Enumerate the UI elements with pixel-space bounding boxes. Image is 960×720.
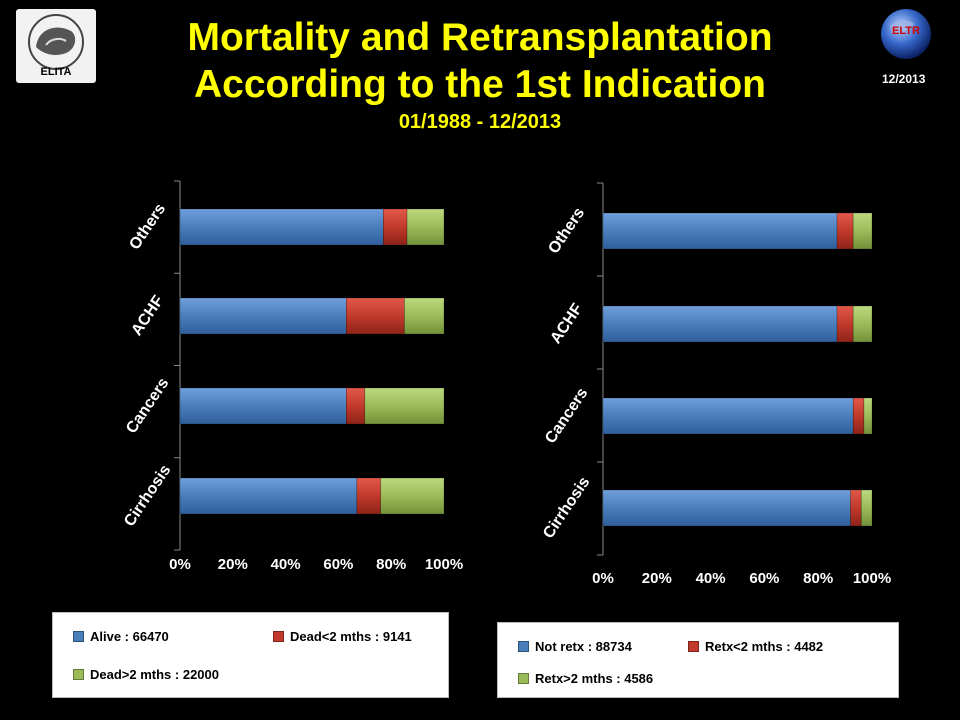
page-subtitle: 01/1988 - 12/2013: [398, 111, 562, 133]
legend-swatch-blue: [518, 641, 529, 652]
elita-logo: ELITA: [16, 9, 96, 83]
x-tick-label: 40%: [696, 570, 726, 587]
bar-segment-cirrhosis-s0: [179, 477, 358, 515]
x-tick-label: 0%: [169, 556, 191, 573]
legend-swatch-red: [273, 631, 284, 642]
x-tick-label: 60%: [323, 556, 353, 573]
legend-label: Dead>2 mths : 22000: [90, 667, 219, 682]
legend-swatch-green: [73, 669, 84, 680]
legend-item-not-retx: Not retx : 88734: [518, 639, 632, 654]
elita-logo-text: ELITA: [40, 66, 72, 78]
legend-swatch-green: [518, 673, 529, 684]
bar-segment-cancers-s2: [364, 387, 445, 425]
legend-item-dead-early: Dead<2 mths : 9141: [273, 629, 412, 644]
bar-segment-achf-s0: [602, 305, 838, 343]
bar-segment-others-s1: [836, 212, 854, 250]
legend-swatch-blue: [73, 631, 84, 642]
x-tick-label: 100%: [853, 570, 891, 587]
legend-item-retx-early: Retx<2 mths : 4482: [688, 639, 823, 654]
bar-segment-cancers-s1: [852, 397, 865, 435]
x-tick-label: 80%: [803, 570, 833, 587]
x-tick-label: 40%: [271, 556, 301, 573]
bar-segment-cirrhosis-s1: [850, 489, 862, 527]
legend-label: Alive : 66470: [90, 629, 169, 644]
bar-segment-cirrhosis-s2: [860, 489, 873, 527]
category-label-cancers: Cancers: [542, 385, 591, 447]
bar-segment-cirrhosis-s2: [380, 477, 445, 515]
bar-segment-cancers-s2: [863, 397, 873, 435]
bar-segment-achf-s2: [404, 297, 445, 335]
x-tick-label: 100%: [425, 556, 463, 573]
legend-label: Dead<2 mths : 9141: [290, 629, 412, 644]
eltr-logo-text: ELTR: [892, 25, 920, 37]
legend-label: Retx<2 mths : 4482: [705, 639, 824, 654]
bar-segment-cancers-s0: [602, 397, 854, 435]
mortality-legend: Alive : 66470 Dead<2 mths : 9141 Dead>2 …: [52, 612, 449, 698]
date-label: 12/2013: [882, 72, 926, 86]
legend-item-alive: Alive : 66470: [73, 629, 169, 644]
legend-label: Retx>2 mths : 4586: [535, 671, 654, 686]
x-tick-label: 60%: [749, 570, 779, 587]
bar-segment-others-s2: [406, 208, 445, 246]
retransplantation-legend: Not retx : 88734 Retx<2 mths : 4482 Retx…: [497, 622, 899, 698]
bar-segment-others-s0: [179, 208, 384, 246]
liver-intestine-emblem-icon: [28, 14, 84, 70]
legend-swatch-red: [688, 641, 699, 652]
eltr-globe-logo: ELTR: [880, 8, 932, 60]
category-label-achf: ACHF: [547, 300, 586, 347]
x-tick-label: 80%: [376, 556, 406, 573]
x-tick-label: 20%: [218, 556, 248, 573]
bar-segment-others-s0: [602, 212, 838, 250]
x-tick-label: 0%: [592, 570, 614, 587]
category-label-cirrhosis: Cirrhosis: [540, 474, 593, 542]
bar-segment-achf-s2: [852, 305, 873, 343]
category-label-others: Others: [545, 205, 588, 257]
legend-item-dead-late: Dead>2 mths : 22000: [73, 667, 219, 682]
x-tick-label: 20%: [642, 570, 672, 587]
bar-segment-cirrhosis-s0: [602, 489, 851, 527]
bar-segment-achf-s1: [836, 305, 854, 343]
bar-segment-achf-s0: [179, 297, 347, 335]
legend-label: Not retx : 88734: [535, 639, 632, 654]
globe-icon: [881, 9, 931, 59]
page-title-line2: According to the 1st Indication: [193, 63, 767, 106]
bar-segment-others-s2: [852, 212, 873, 250]
title-block: Mortality and Retransplantation Accordin…: [0, 14, 960, 136]
bar-segment-achf-s1: [346, 297, 405, 335]
legend-item-retx-late: Retx>2 mths : 4586: [518, 671, 653, 686]
page-title: Mortality and Retransplantation: [187, 16, 773, 59]
